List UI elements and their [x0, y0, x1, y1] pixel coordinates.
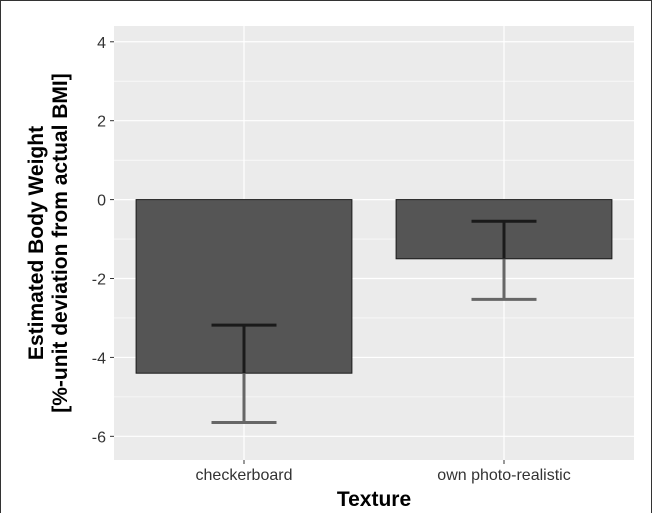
y-tick-label: 4	[97, 35, 106, 52]
x-tick-label: checkerboard	[196, 467, 293, 484]
y-tick-label: -2	[92, 272, 106, 289]
y-tick-label: 0	[97, 193, 106, 210]
x-axis-label: Texture	[337, 488, 411, 511]
y-tick-label: -6	[92, 429, 106, 446]
y-axis-label-line2: [%-unit deviation from actual BMI]	[49, 73, 72, 413]
y-axis-ticks: 4 2 0 -2 -4 -6	[92, 35, 114, 446]
y-tick-label: -4	[92, 350, 106, 367]
x-axis-ticks: checkerboard own photo-realistic	[196, 460, 571, 484]
x-tick-label: own photo-realistic	[437, 467, 570, 484]
y-axis-label-line1: Estimated Body Weight	[25, 126, 48, 360]
error-bars	[211, 219, 537, 425]
y-tick-label: 2	[97, 114, 106, 131]
